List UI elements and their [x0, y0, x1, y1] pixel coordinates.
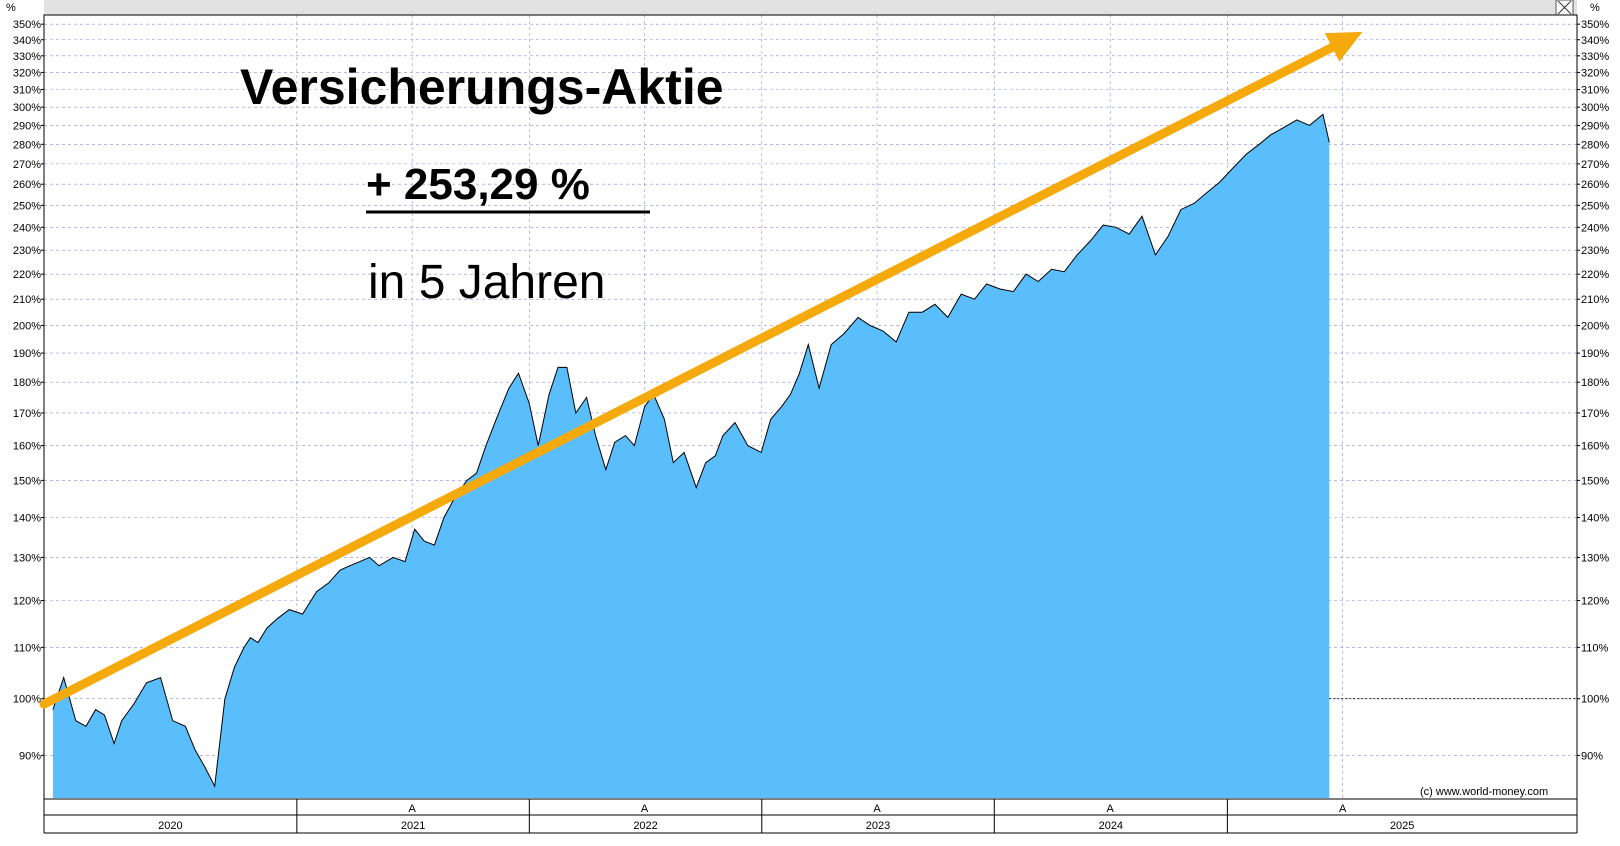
trend-arrow: [39, 31, 1363, 709]
y-tick-label-left: 240%: [13, 222, 41, 234]
y-tick-label-right: 250%: [1581, 200, 1609, 212]
y-tick-label-left: 150%: [13, 475, 41, 487]
y-unit-right: %: [1590, 2, 1600, 14]
y-tick-label-right: 120%: [1581, 596, 1609, 608]
year-label: 2020: [158, 820, 182, 832]
price-line: [52, 113, 1330, 788]
y-tick-label-right: 220%: [1581, 269, 1609, 281]
y-tick-label-right: 160%: [1581, 441, 1609, 453]
y-tick-label-right: 330%: [1581, 51, 1609, 63]
x-axis: A A A A A 2020 2021 2022 2023 2024 2025: [43, 798, 1578, 834]
y-tick-label-left: 260%: [13, 179, 41, 191]
y-axis-right: 90% 100% 110% 120% 130% 140% 150% 160% 170% 180% 1…: [1577, 19, 1609, 762]
y-tick-label-left: 140%: [13, 513, 41, 525]
y-tick-label-left: 210%: [13, 294, 41, 306]
y-tick-label-left: 280%: [13, 139, 41, 151]
y-tick-label-right: 90%: [1581, 750, 1603, 762]
y-tick-label-left: 340%: [13, 35, 41, 47]
y-tick-label-right: 240%: [1581, 222, 1609, 234]
chart-title: Versicherungs-Aktie: [240, 59, 724, 115]
half-year-marker: A: [1339, 803, 1347, 815]
y-tick-label-left: 330%: [13, 51, 41, 63]
y-tick-label-left: 220%: [13, 269, 41, 281]
y-tick-label-right: 150%: [1581, 475, 1609, 487]
y-tick-label-left: 170%: [13, 408, 41, 420]
y-tick-label-right: 180%: [1581, 377, 1609, 389]
y-tick-label-left: 320%: [13, 67, 41, 79]
window-close-button[interactable]: [1555, 0, 1574, 16]
trend-arrow-shaft: [39, 42, 1337, 709]
y-tick-label-right: 110%: [1581, 642, 1609, 654]
y-tick-label-right: 270%: [1581, 159, 1609, 171]
trend-arrow-head: [1324, 31, 1363, 62]
y-tick-label-left: 180%: [13, 377, 41, 389]
price-area: [52, 113, 1330, 798]
y-tick-label-left: 130%: [13, 552, 41, 564]
chart-subtitle: in 5 Jahren: [368, 256, 606, 309]
year-label: 2022: [633, 820, 657, 832]
y-tick-label-right: 170%: [1581, 408, 1609, 420]
y-axis-left: 90% 100% 110% 120% 130% 140% 150% 160% 170% 180% 1…: [13, 19, 44, 762]
y-tick-label-left: 230%: [13, 245, 41, 257]
y-tick-label-left: 300%: [13, 102, 41, 114]
y-tick-label-right: 230%: [1581, 245, 1609, 257]
year-label: 2025: [1390, 820, 1414, 832]
half-year-marker: A: [1107, 803, 1115, 815]
y-tick-label-right: 200%: [1581, 320, 1609, 332]
y-tick-label-right: 350%: [1581, 19, 1609, 31]
gain-label: + 253,29 %: [366, 160, 590, 209]
y-tick-label-left: 100%: [13, 694, 41, 706]
half-year-marker: A: [641, 803, 649, 815]
y-tick-label-left: 90%: [19, 750, 41, 762]
y-tick-label-left: 270%: [13, 159, 41, 171]
y-tick-label-left: 250%: [13, 200, 41, 212]
y-tick-label-right: 320%: [1581, 67, 1609, 79]
half-year-marker: A: [408, 803, 416, 815]
y-tick-label-right: 290%: [1581, 120, 1609, 132]
half-year-marker: A: [873, 803, 881, 815]
y-tick-label-left: 160%: [13, 441, 41, 453]
y-tick-label-left: 110%: [14, 642, 42, 654]
y-tick-label-right: 340%: [1581, 35, 1609, 47]
y-tick-label-right: 260%: [1581, 179, 1609, 191]
year-label: 2021: [401, 820, 425, 832]
y-tick-label-right: 210%: [1581, 294, 1609, 306]
window-title-bar: [44, 0, 1577, 15]
y-tick-label-left: 310%: [13, 84, 41, 96]
y-tick-label-right: 190%: [1581, 348, 1609, 360]
y-tick-label-left: 350%: [13, 19, 41, 31]
y-tick-label-right: 280%: [1581, 139, 1609, 151]
y-tick-label-right: 100%: [1581, 694, 1609, 706]
copyright-credit: (c) www.world-money.com: [1420, 786, 1548, 798]
y-unit-left: %: [6, 2, 16, 14]
y-tick-label-left: 200%: [13, 320, 41, 332]
year-label: 2023: [866, 820, 890, 832]
y-tick-label-left: 120%: [13, 596, 41, 608]
y-tick-label-left: 190%: [13, 348, 41, 360]
y-tick-label-left: 290%: [13, 120, 41, 132]
y-tick-label-right: 130%: [1581, 552, 1609, 564]
price-area-fill: [52, 114, 1330, 798]
year-label: 2024: [1099, 820, 1123, 832]
y-tick-label-right: 310%: [1581, 84, 1609, 96]
y-tick-label-right: 140%: [1581, 513, 1609, 525]
y-tick-label-right: 300%: [1581, 102, 1609, 114]
